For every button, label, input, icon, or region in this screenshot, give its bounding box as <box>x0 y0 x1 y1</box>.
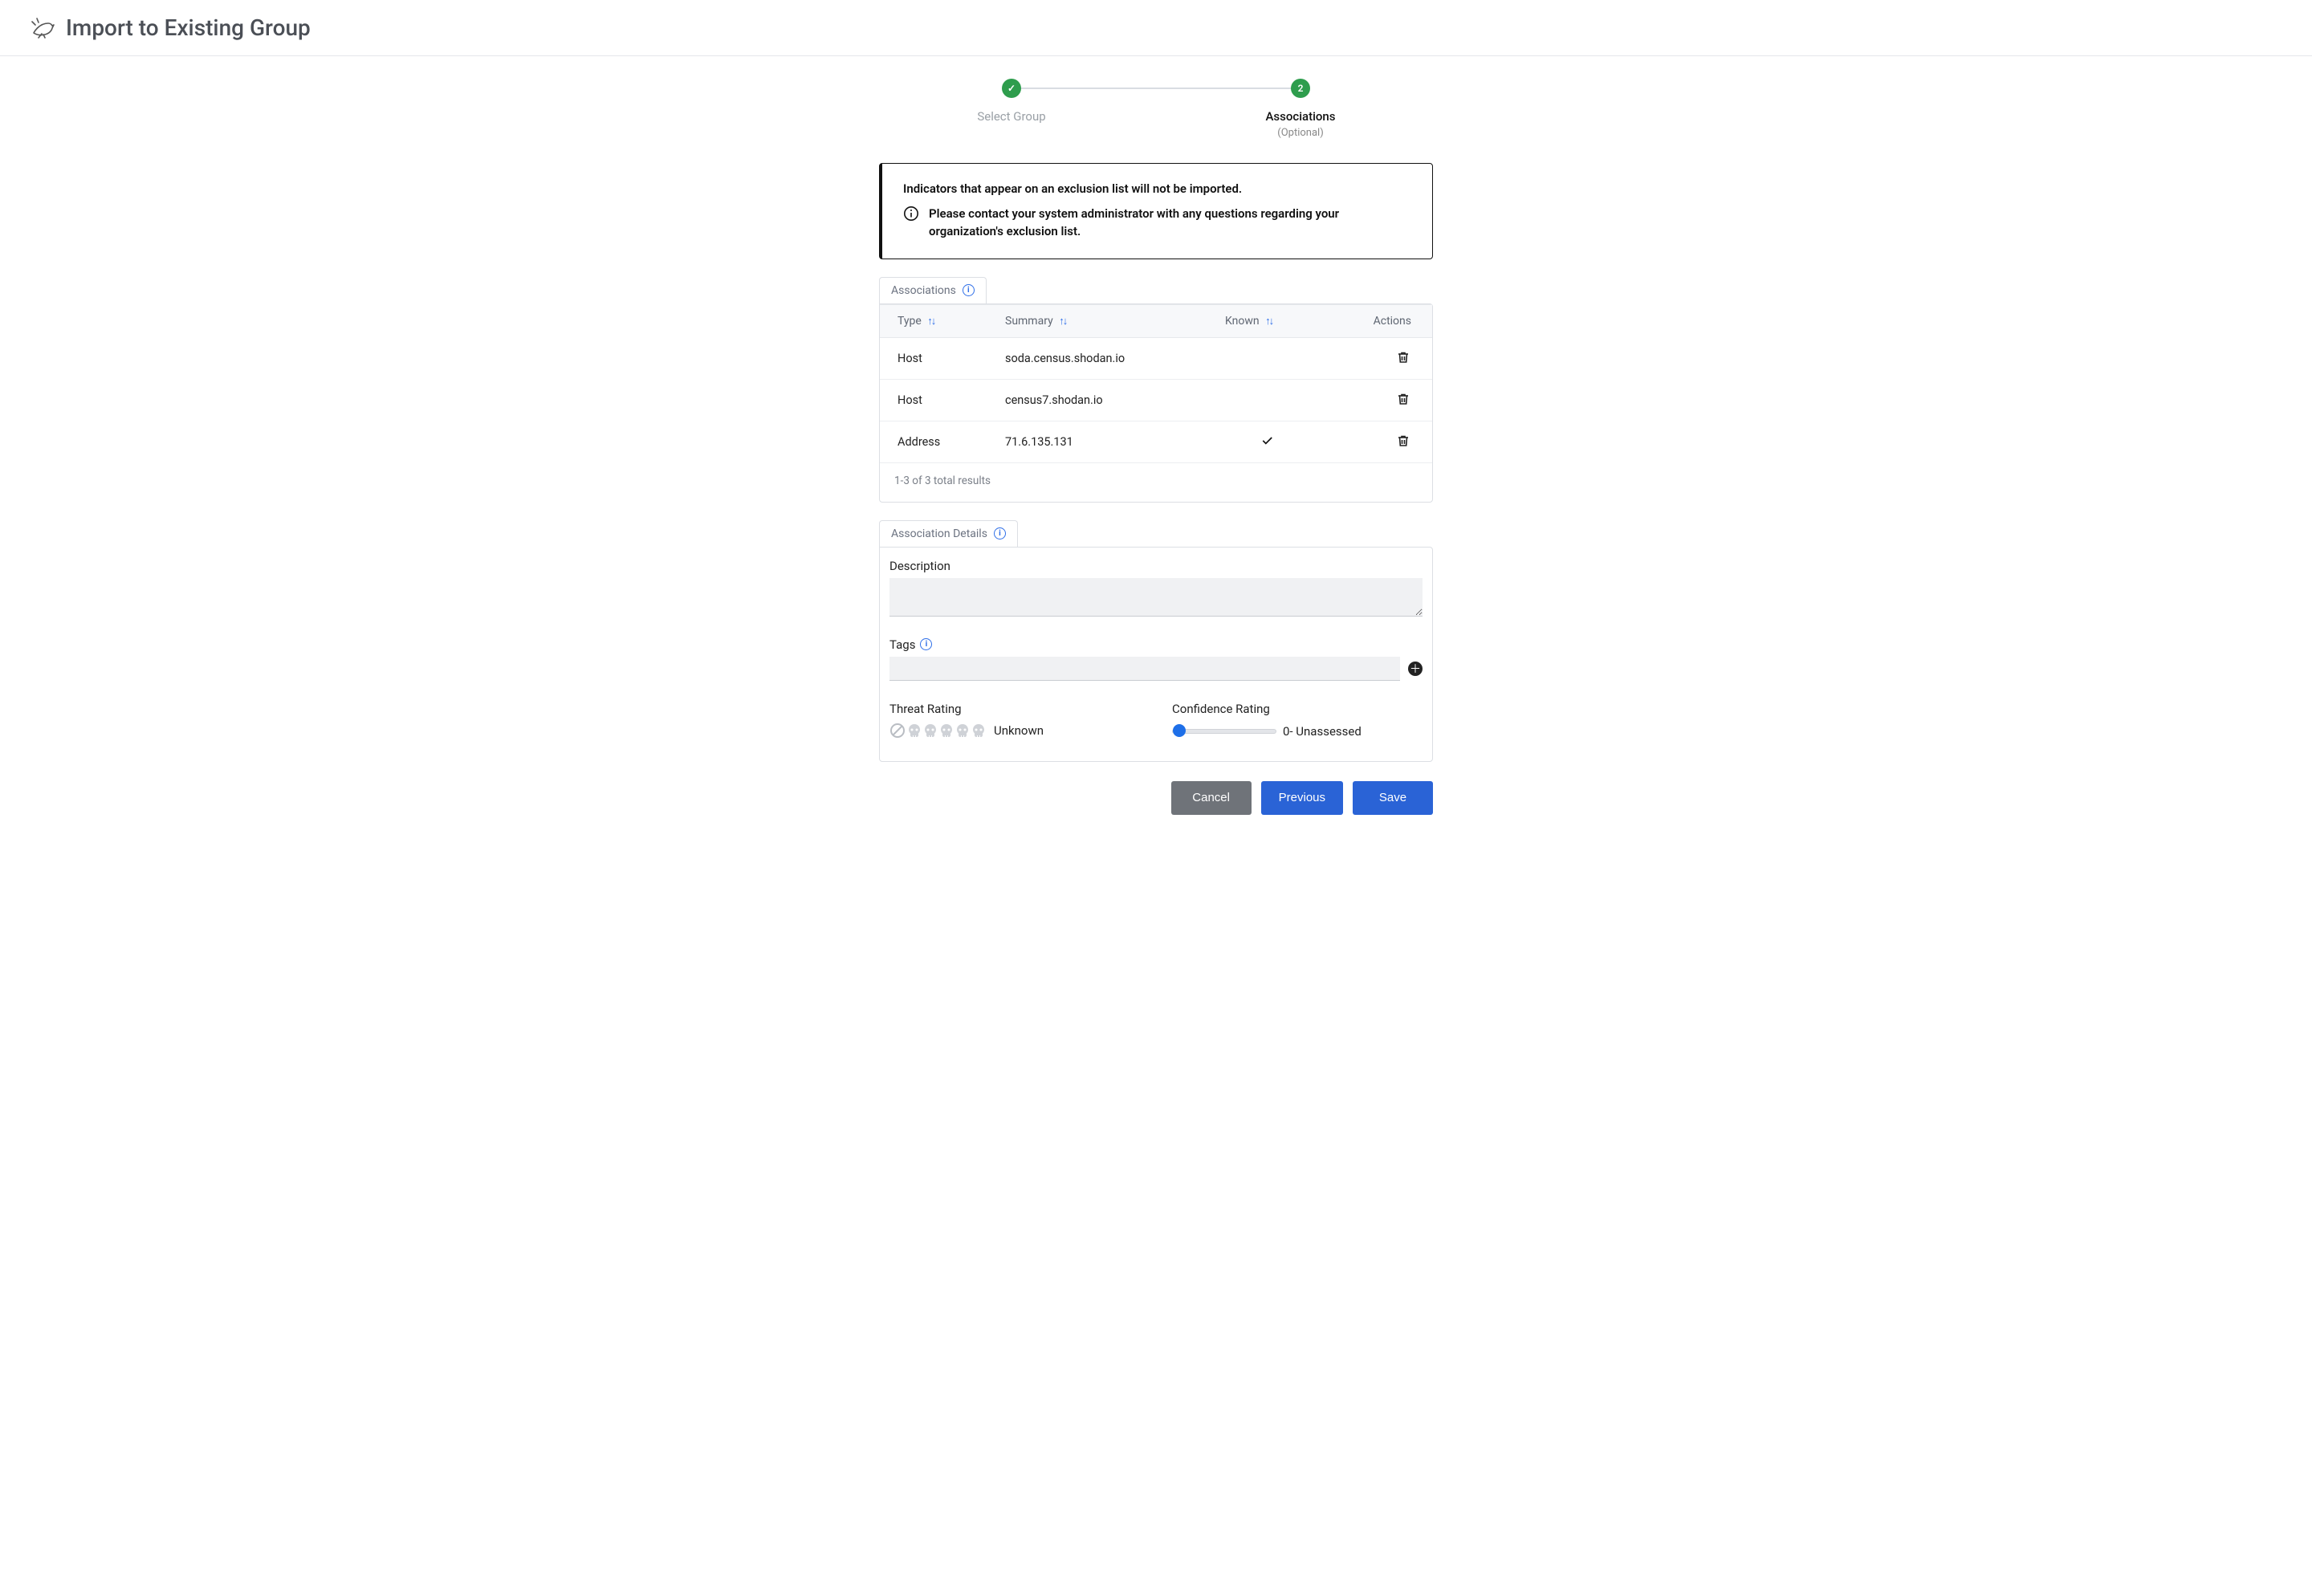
confidence-rating-label: Confidence Rating <box>1172 702 1423 716</box>
threat-rating-section: Threat Rating <box>889 702 1140 739</box>
trash-icon <box>1397 354 1410 366</box>
association-details-panel: Description Tags i ＋ Threat Rating <box>879 547 1433 762</box>
cell-type: Host <box>880 337 991 379</box>
col-header-known[interactable]: Known ↑↓ <box>1211 304 1324 337</box>
step-select-group[interactable]: ✓ Select Group <box>867 79 1156 124</box>
description-input[interactable] <box>889 578 1423 617</box>
info-icon[interactable]: i <box>963 284 975 296</box>
stepper: ✓ Select Group 2 Associations (Optional) <box>0 56 2312 163</box>
tags-input[interactable] <box>889 657 1400 681</box>
add-tag-button[interactable]: ＋ <box>1408 662 1423 676</box>
skull-icon[interactable] <box>955 723 970 738</box>
info-icon[interactable]: i <box>920 638 932 650</box>
page-title: Import to Existing Group <box>66 14 311 41</box>
col-label: Known <box>1225 315 1260 328</box>
main-column: Indicators that appear on an exclusion l… <box>879 163 1433 863</box>
notice-body-text: Please contact your system administrator… <box>929 206 1411 241</box>
delete-button[interactable] <box>1395 433 1411 451</box>
delete-button[interactable] <box>1395 349 1411 368</box>
description-label: Description <box>889 559 1423 573</box>
col-label: Summary <box>1005 315 1053 328</box>
skull-icon[interactable] <box>939 723 954 738</box>
cell-known <box>1211 379 1324 421</box>
delete-button[interactable] <box>1395 391 1411 409</box>
table-row[interactable]: Hostcensus7.shodan.io <box>880 379 1432 421</box>
step-label: Select Group <box>977 109 1045 124</box>
cell-actions <box>1324 421 1432 462</box>
associations-table: Type ↑↓ Summary ↑↓ Known ↑↓ Actions <box>880 304 1432 463</box>
cell-known <box>1211 421 1324 462</box>
table-row[interactable]: Address71.6.135.131 <box>880 421 1432 462</box>
tab-label: Associations <box>891 284 956 297</box>
cell-actions <box>1324 337 1432 379</box>
info-icon <box>903 206 919 222</box>
col-label: Actions <box>1374 315 1411 328</box>
page-header: Import to Existing Group <box>0 0 2312 56</box>
cell-summary: census7.shodan.io <box>991 379 1211 421</box>
cell-known <box>1211 337 1324 379</box>
table-row[interactable]: Hostsoda.census.shodan.io <box>880 337 1432 379</box>
plus-icon: ＋ <box>1410 663 1421 674</box>
notice-title: Indicators that appear on an exclusion l… <box>903 181 1411 196</box>
step-badge-number: 2 <box>1291 79 1310 98</box>
tab-associations[interactable]: Associations i <box>879 277 987 303</box>
exclusion-notice: Indicators that appear on an exclusion l… <box>879 163 1433 259</box>
tab-label: Association Details <box>891 527 987 540</box>
check-icon <box>1261 435 1273 450</box>
cell-summary: soda.census.shodan.io <box>991 337 1211 379</box>
trash-icon <box>1397 438 1410 450</box>
confidence-slider[interactable] <box>1172 729 1276 734</box>
trash-icon <box>1397 396 1410 408</box>
associations-tab-header: Associations i <box>879 277 1433 303</box>
step-sublabel: (Optional) <box>1277 127 1323 139</box>
results-count: 1-3 of 3 total results <box>880 463 1432 502</box>
no-rating-icon[interactable] <box>889 723 906 739</box>
cell-type: Host <box>880 379 991 421</box>
sort-icon: ↑↓ <box>1265 316 1272 328</box>
confidence-rating-section: Confidence Rating 0- Unassessed <box>1172 702 1423 739</box>
details-tab-header: Association Details i <box>879 520 1433 547</box>
save-button[interactable]: Save <box>1353 781 1433 815</box>
footer-buttons: Cancel Previous Save <box>879 781 1433 815</box>
cell-type: Address <box>880 421 991 462</box>
col-header-actions: Actions <box>1324 304 1432 337</box>
skull-icon[interactable] <box>907 723 922 738</box>
tags-label-text: Tags <box>889 637 915 652</box>
cell-summary: 71.6.135.131 <box>991 421 1211 462</box>
step-badge-check-icon: ✓ <box>1002 79 1021 98</box>
col-label: Type <box>898 315 922 328</box>
sort-icon: ↑↓ <box>927 316 934 328</box>
skull-icon[interactable] <box>923 723 938 738</box>
page-root: Import to Existing Group ✓ Select Group … <box>0 0 2312 1596</box>
tags-label: Tags i <box>889 637 1423 652</box>
associations-panel: Type ↑↓ Summary ↑↓ Known ↑↓ Actions <box>879 303 1433 503</box>
info-icon[interactable]: i <box>994 527 1006 539</box>
step-connector <box>1012 88 1300 89</box>
threat-rating-control[interactable]: Unknown <box>889 723 1140 739</box>
sort-icon: ↑↓ <box>1059 316 1066 328</box>
step-label: Associations <box>1265 109 1335 124</box>
confidence-text: 0- Unassessed <box>1283 724 1362 739</box>
previous-button[interactable]: Previous <box>1261 781 1343 815</box>
import-bird-icon <box>31 17 55 39</box>
tab-association-details[interactable]: Association Details i <box>879 520 1018 547</box>
col-header-type[interactable]: Type ↑↓ <box>880 304 991 337</box>
threat-rating-label: Threat Rating <box>889 702 1140 716</box>
threat-rating-text: Unknown <box>994 723 1044 738</box>
col-header-summary[interactable]: Summary ↑↓ <box>991 304 1211 337</box>
cancel-button[interactable]: Cancel <box>1171 781 1252 815</box>
cell-actions <box>1324 379 1432 421</box>
skull-icon[interactable] <box>971 723 986 738</box>
